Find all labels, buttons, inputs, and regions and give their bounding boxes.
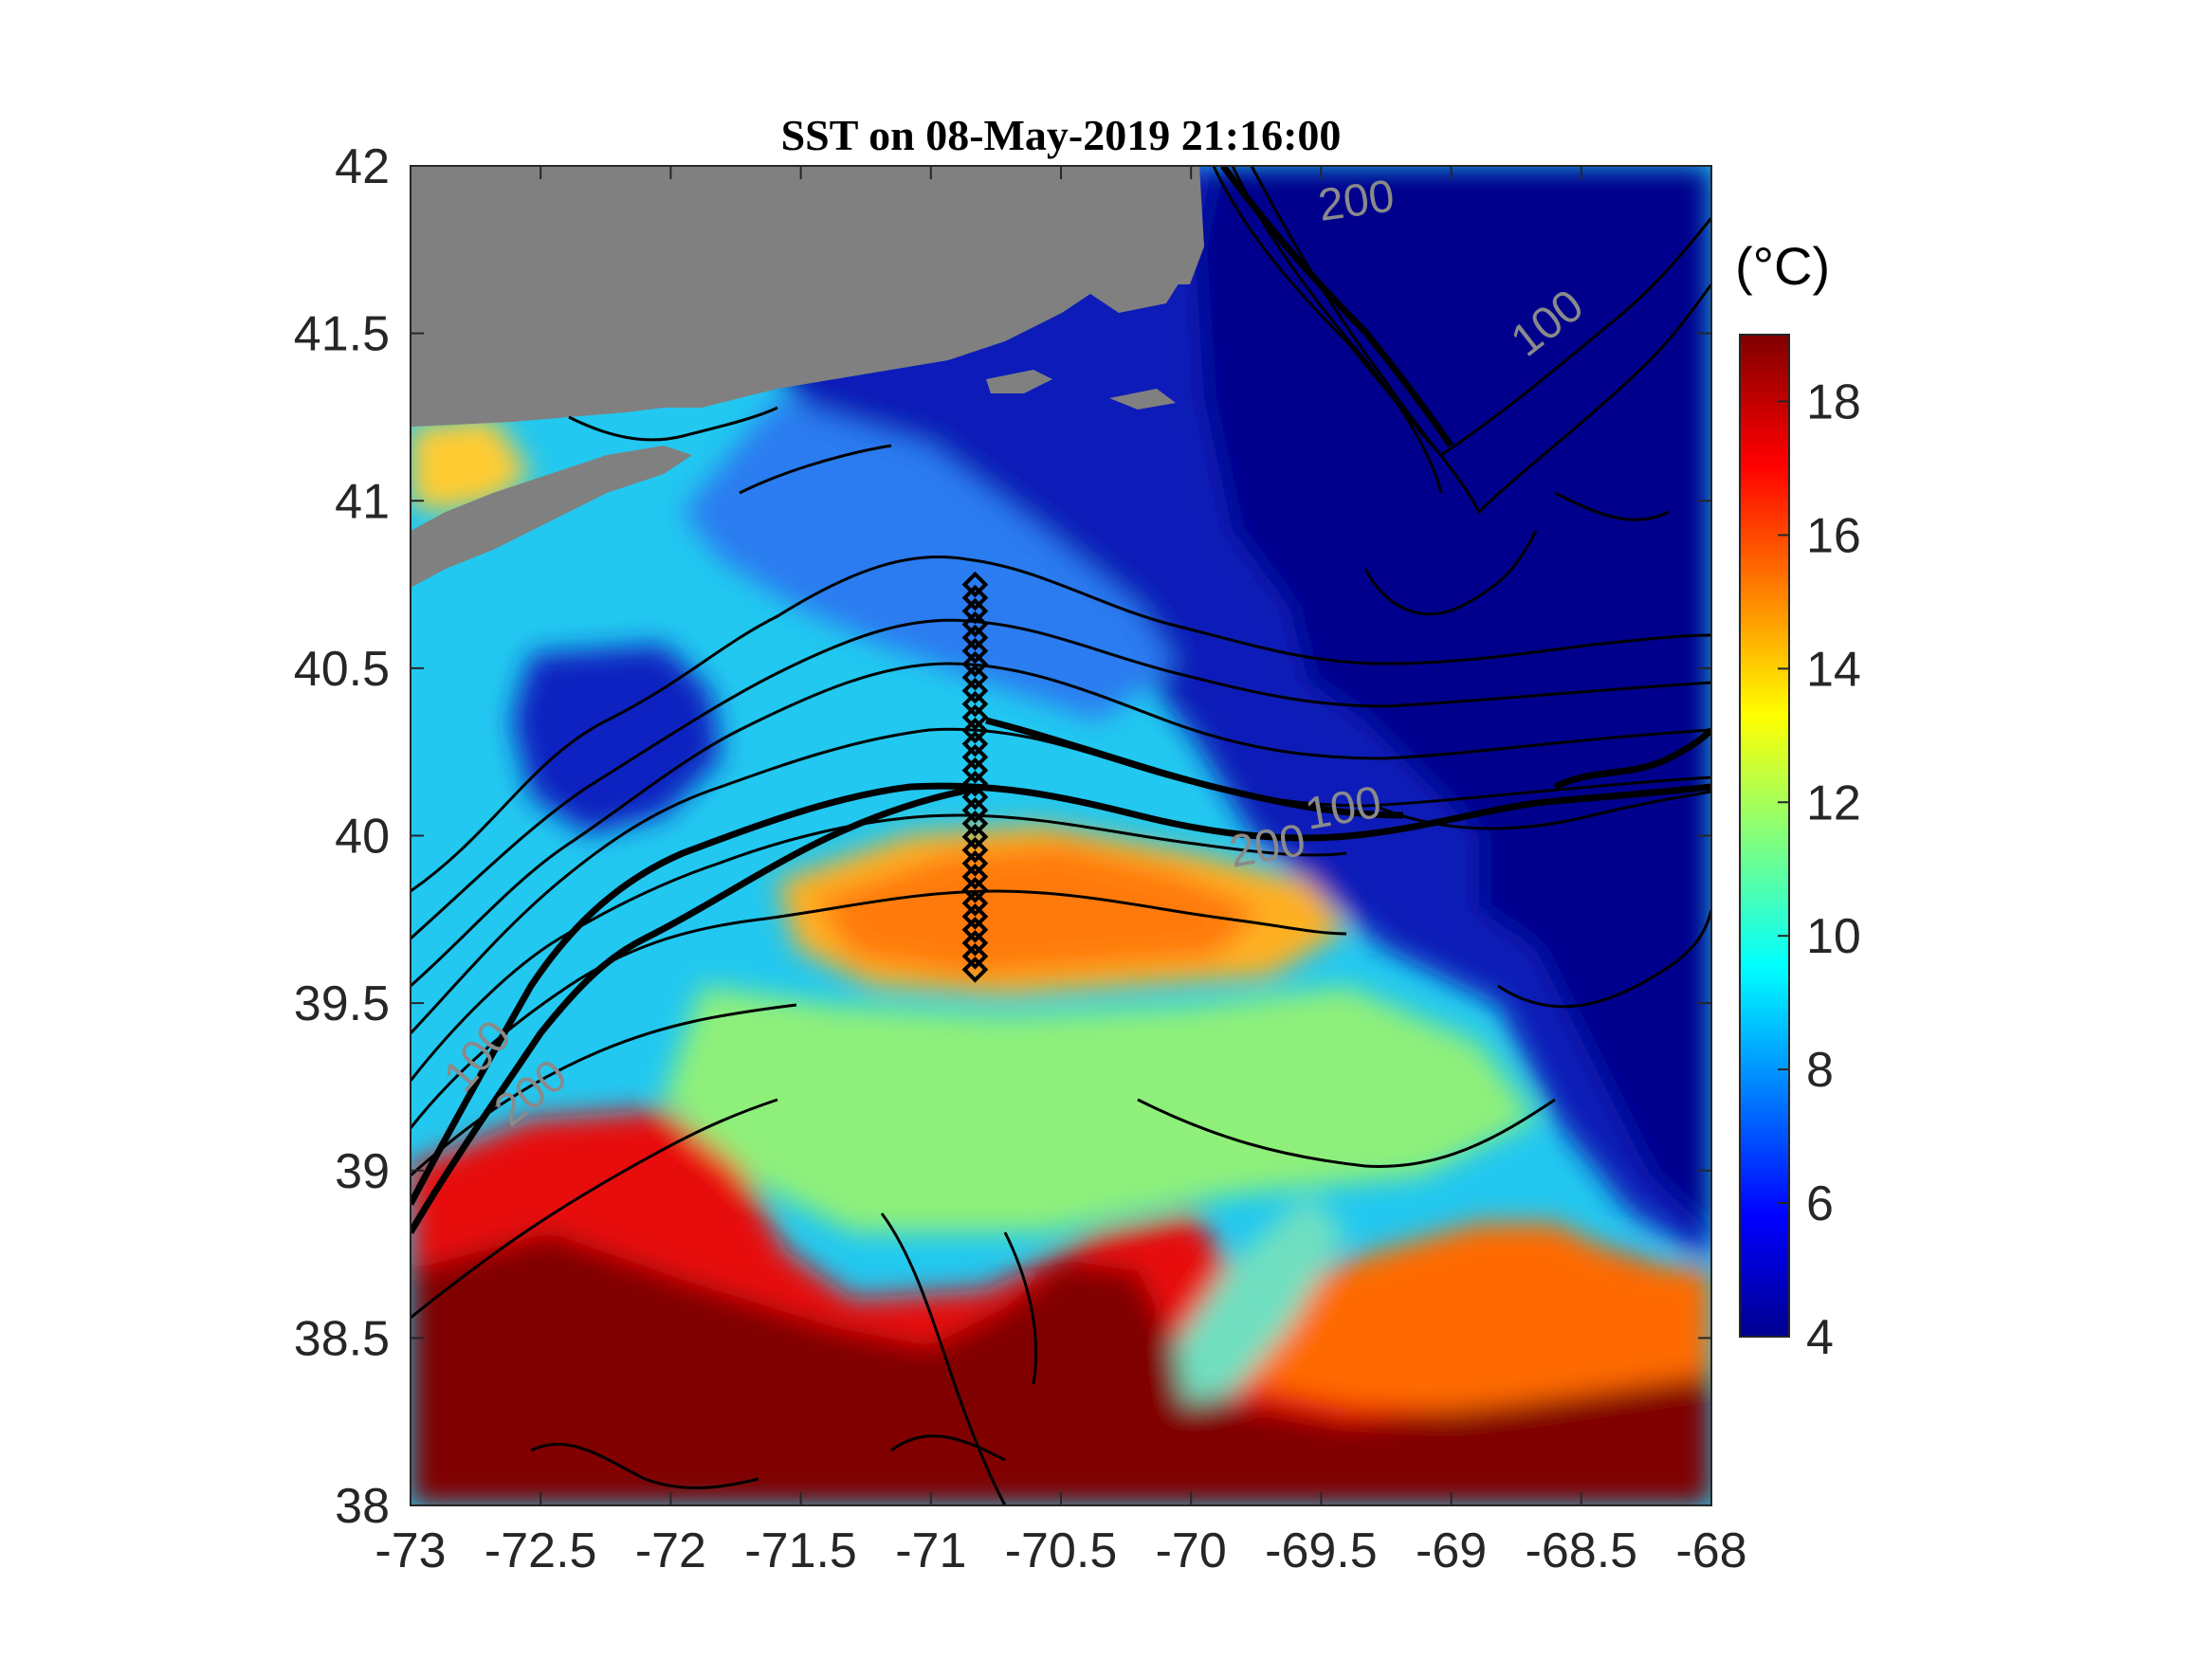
x-tick-label: -72 [635,1523,706,1578]
y-tick-label: 40.5 [294,642,390,697]
map-title: SST on 08-May-2019 21:16:00 [781,111,1342,159]
transect-marker [961,823,989,850]
x-tick-label: -68.5 [1526,1523,1638,1578]
transect-marker [961,650,989,678]
land-marthas-vineyard [986,370,1052,393]
x-tick-label: -69 [1416,1523,1487,1578]
colorbar-tick-label: 12 [1806,775,1861,830]
transect-marker [961,902,989,930]
colorbar-tick-label: 14 [1806,642,1861,697]
transect-marker [961,942,989,970]
y-tick-label: 41.5 [294,307,390,362]
sst-orange-southeast [1233,1223,1711,1413]
y-tick-label: 41 [335,474,390,529]
transect-marker [961,743,989,771]
sst-map: 200 100 100 200 100 200 [411,166,1711,1505]
bathymetry-contours [411,166,1711,1505]
transect-marker [961,849,989,877]
transect-marker [961,796,989,824]
colorbar-ticks: 18 16 14 12 10 8 6 4 [1778,374,1861,1365]
land-long-island [411,446,692,588]
sst-mid-blue-shelf [683,398,1176,720]
transect-marker [961,571,989,598]
transect-marker [961,584,989,611]
y-tick-label: 39 [335,1144,390,1199]
y-tick-label: 39.5 [294,976,390,1031]
y-tick-label: 38.5 [294,1311,390,1366]
sst-coldest-offshore [1195,166,1711,1232]
transect-marker [961,929,989,957]
x-tick-label: -71.5 [744,1523,857,1578]
transect-marker [961,624,989,651]
colorbar-tick-label: 10 [1806,909,1861,964]
transect-marker [961,916,989,943]
sst-green-band [664,986,1536,1232]
y-tick-label: 40 [335,810,390,865]
sst-nearshore-yellow [411,417,531,512]
x-tick-label: -68 [1675,1523,1746,1578]
transect-marker [961,836,989,864]
colorbar-tick-label: 4 [1806,1310,1834,1365]
transect-marker [961,770,989,797]
transect-marker [961,876,989,903]
contour-label-200-north: 200 [1315,171,1398,231]
x-tick-label: -73 [375,1523,446,1578]
land-new-england [411,166,1190,427]
colorbar [1739,334,1790,1338]
x-tick-label: -69.5 [1265,1523,1378,1578]
x-tick-label: -70.5 [1005,1523,1118,1578]
y-tick-label: 38 [335,1479,390,1534]
y-axis: 42 41.5 41 40.5 40 39.5 39 38.5 38 [294,139,1711,1534]
transect-marker [961,611,989,638]
transect-marker [961,677,989,704]
x-tick-label: -71 [895,1523,966,1578]
transect-marker [961,730,989,757]
sst-cyan-filament [1176,1194,1346,1403]
colorbar-tick-label: 16 [1806,508,1861,563]
transect-marker [961,863,989,890]
colorbar-unit-label: (°C) [1735,236,1830,296]
transect-marker [961,690,989,718]
colorbar-tick-label: 8 [1806,1043,1834,1098]
sst-darkest-south [411,1232,1711,1505]
x-tick-label: -72.5 [484,1523,597,1578]
sst-warm-core [815,844,1261,976]
land-cape-cod [1138,166,1204,284]
transect-marker [961,703,989,731]
bathymetry-contours-bold [411,166,1711,1234]
transect-marker [961,717,989,744]
y-tick-label: 42 [335,139,390,194]
colorbar-tick-label: 18 [1806,374,1861,429]
transect-marker [961,664,989,691]
transect-marker [961,757,989,784]
x-axis: -73 -72.5 -72 -71.5 -71 -70.5 -70 -69.5 -69 -68.5… [375,166,1747,1578]
transect-marker [961,637,989,665]
transect-marker [961,810,989,837]
transect-marker [961,783,989,811]
x-tick-label: -70 [1156,1523,1227,1578]
transect-marker [961,889,989,917]
transect-marker [961,956,989,983]
transect-stations [961,571,989,983]
land-nantucket [1109,389,1176,410]
sst-cold-patch-west [512,645,721,834]
colorbar-tick-label: 6 [1806,1176,1834,1231]
transect-marker [961,597,989,625]
